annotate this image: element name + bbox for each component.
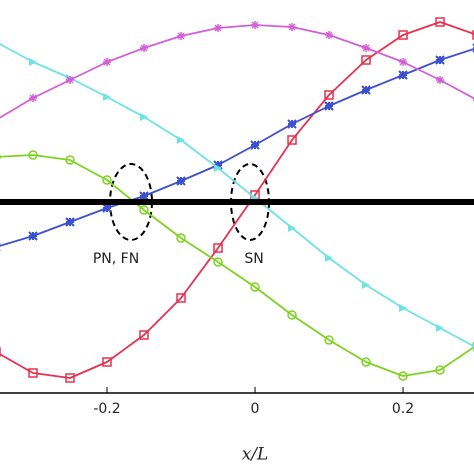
marker xyxy=(214,24,223,32)
marker xyxy=(435,365,445,375)
marker xyxy=(362,44,371,52)
series-line xyxy=(0,24,474,119)
marker xyxy=(361,55,371,65)
marker xyxy=(325,31,334,39)
marker xyxy=(399,58,408,66)
marker xyxy=(251,21,260,29)
marker xyxy=(288,224,297,232)
marker xyxy=(324,335,334,345)
marker xyxy=(65,155,75,165)
marker xyxy=(102,357,112,367)
marker xyxy=(213,160,223,170)
marker xyxy=(28,368,38,378)
marker xyxy=(176,176,186,186)
marker xyxy=(140,113,149,121)
marker xyxy=(213,243,223,253)
marker xyxy=(399,304,408,312)
series-line xyxy=(0,154,474,377)
marker xyxy=(436,76,445,84)
marker xyxy=(362,281,371,289)
marker xyxy=(176,293,186,303)
annotation: PN, FN xyxy=(93,251,139,267)
marker xyxy=(65,217,75,227)
series-line xyxy=(0,48,474,247)
marker xyxy=(177,32,186,40)
marker xyxy=(28,150,38,160)
plot-area xyxy=(0,17,474,383)
marker xyxy=(361,85,371,95)
marker xyxy=(103,58,112,66)
x-axis-label: x/L xyxy=(242,445,269,465)
marker xyxy=(66,76,75,84)
marker xyxy=(250,282,260,292)
marker xyxy=(102,175,112,185)
x-tick-label: -0.2 xyxy=(93,401,120,417)
marker xyxy=(287,310,297,320)
series-line xyxy=(0,21,474,379)
marker xyxy=(139,205,149,215)
marker xyxy=(103,93,112,101)
marker xyxy=(324,90,334,100)
marker xyxy=(398,70,408,80)
marker xyxy=(435,55,445,65)
marker xyxy=(139,191,149,201)
x-tick-label: 0 xyxy=(251,401,260,417)
marker xyxy=(361,357,371,367)
marker xyxy=(29,94,38,102)
x-tick-label: 0.2 xyxy=(392,401,414,417)
marker xyxy=(29,58,38,66)
marker xyxy=(250,140,260,150)
marker xyxy=(214,164,223,172)
marker xyxy=(288,23,297,31)
marker xyxy=(435,17,445,27)
marker xyxy=(398,30,408,40)
marker xyxy=(325,254,334,262)
marker xyxy=(102,203,112,213)
marker xyxy=(398,371,408,381)
annotation: SN xyxy=(244,251,263,267)
marker xyxy=(287,119,297,129)
marker xyxy=(176,233,186,243)
marker xyxy=(436,324,445,332)
marker xyxy=(213,257,223,267)
marker xyxy=(472,30,474,40)
marker xyxy=(139,330,149,340)
marker xyxy=(65,373,75,383)
marker xyxy=(177,136,186,144)
marker xyxy=(324,101,334,111)
marker xyxy=(28,231,38,241)
series-line xyxy=(0,43,474,348)
marker xyxy=(287,135,297,145)
marker xyxy=(140,44,149,52)
